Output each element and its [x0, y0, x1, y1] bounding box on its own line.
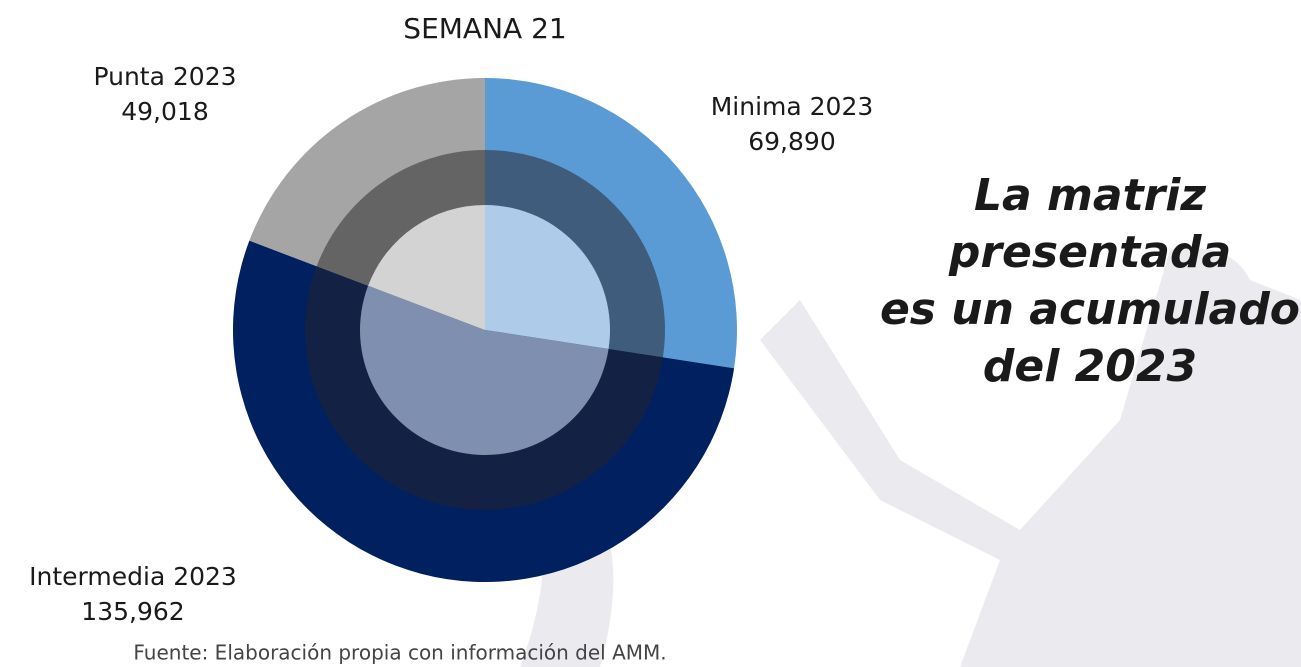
- source-note: Fuente: Elaboración propia con informaci…: [133, 641, 666, 665]
- slice-label: Intermedia 2023: [29, 562, 237, 591]
- annotation: es un acumulado: [880, 284, 1300, 335]
- annotation: La matriz: [974, 170, 1206, 221]
- slice-value: 69,890: [748, 127, 835, 156]
- pie: [232, 78, 737, 582]
- slice-label: Minima 2023: [711, 92, 874, 121]
- slice-label: Punta 2023: [93, 62, 236, 91]
- slice-value: 135,962: [81, 597, 184, 626]
- annotation: presentada: [948, 227, 1231, 278]
- pie-slice: [360, 285, 609, 455]
- pie-slice: [485, 205, 610, 349]
- annotation: del 2023: [983, 341, 1197, 392]
- slice-value: 49,018: [121, 97, 208, 126]
- chart-title: SEMANA 21: [403, 12, 566, 45]
- pie-slice: [368, 205, 485, 330]
